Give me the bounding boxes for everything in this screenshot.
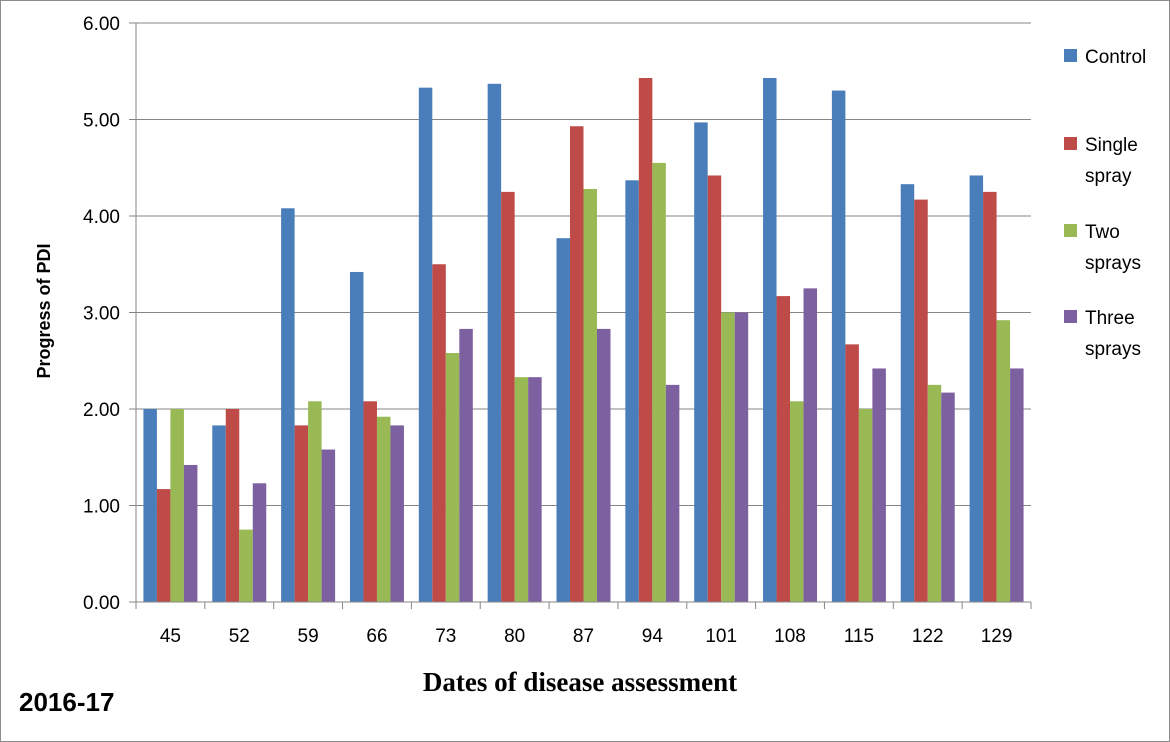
bar bbox=[900, 184, 915, 602]
legend-label-line: sprays bbox=[1085, 339, 1141, 360]
bar bbox=[707, 175, 722, 602]
bar bbox=[831, 90, 846, 603]
legend-label: Two sprays bbox=[1085, 222, 1141, 274]
season-label: 2016-17 bbox=[19, 687, 115, 717]
bar bbox=[487, 83, 502, 603]
bar bbox=[294, 425, 309, 602]
bar bbox=[845, 344, 859, 602]
bar bbox=[721, 312, 735, 602]
y-tick-label: 6.00 bbox=[83, 14, 120, 35]
bar bbox=[694, 122, 708, 603]
bar bbox=[514, 377, 529, 602]
legend-label: Three sprays bbox=[1085, 308, 1141, 360]
y-tick-label: 0.00 bbox=[83, 593, 120, 614]
bar bbox=[996, 320, 1011, 602]
bar bbox=[914, 199, 928, 602]
x-tick-labels: 45 52 59 66 73 80 87 94 101 108 115 122 129 bbox=[160, 626, 1013, 647]
bar bbox=[376, 416, 391, 602]
bar bbox=[170, 409, 184, 602]
x-tick-label: 115 bbox=[844, 626, 874, 647]
legend-label-line: Three bbox=[1085, 308, 1135, 329]
x-axis-title: Dates of disease assessment bbox=[423, 667, 737, 697]
x-tick-label: 87 bbox=[573, 626, 594, 647]
x-tick-label: 45 bbox=[160, 626, 181, 647]
bar bbox=[556, 238, 570, 602]
bar bbox=[418, 87, 433, 602]
bar bbox=[281, 208, 295, 602]
bar bbox=[363, 401, 377, 602]
bar bbox=[969, 175, 984, 602]
legend-label-line: sprays bbox=[1085, 253, 1141, 274]
x-tick-label: 66 bbox=[366, 626, 387, 647]
x-tick-label: 129 bbox=[981, 626, 1013, 647]
legend-swatch bbox=[1064, 310, 1077, 323]
bar bbox=[872, 368, 886, 602]
legend-label-line: Control bbox=[1085, 47, 1146, 68]
y-axis-title: Progress of PDI bbox=[34, 243, 54, 378]
bar bbox=[665, 384, 680, 602]
bar bbox=[501, 191, 515, 602]
bar bbox=[308, 401, 322, 602]
legend-swatch bbox=[1064, 49, 1077, 62]
bar bbox=[734, 312, 749, 602]
bar bbox=[432, 264, 446, 602]
legend-swatch bbox=[1064, 224, 1077, 237]
bar bbox=[858, 409, 873, 602]
y-tick-label: 2.00 bbox=[83, 400, 120, 421]
bar bbox=[776, 296, 791, 602]
bars bbox=[143, 78, 1024, 603]
bar bbox=[597, 328, 611, 602]
bar bbox=[252, 483, 267, 602]
bar bbox=[583, 188, 597, 603]
bar bbox=[790, 401, 804, 602]
bar bbox=[459, 328, 473, 602]
bar bbox=[183, 464, 198, 602]
bar bbox=[625, 180, 639, 603]
bar bbox=[349, 271, 364, 602]
bar bbox=[570, 126, 584, 602]
legend-swatch bbox=[1064, 137, 1077, 150]
x-tick-label: 73 bbox=[435, 626, 456, 647]
x-tick-label: 52 bbox=[229, 626, 250, 647]
legend-label-line: Two bbox=[1085, 222, 1120, 243]
bar bbox=[321, 449, 336, 602]
y-tick-label: 5.00 bbox=[83, 111, 120, 132]
bar bbox=[638, 78, 653, 602]
x-tick-label: 94 bbox=[642, 626, 664, 647]
bar bbox=[941, 392, 955, 602]
x-tick-label: 122 bbox=[912, 626, 944, 647]
bar bbox=[763, 78, 777, 602]
bar bbox=[239, 529, 253, 602]
y-tick-label: 3.00 bbox=[83, 304, 120, 325]
legend-label-line: spray bbox=[1085, 166, 1132, 187]
axes bbox=[129, 22, 1032, 609]
legend: Control Single spray Two sprays Three sprays bbox=[1064, 47, 1146, 360]
bar bbox=[927, 384, 942, 602]
x-tick-label: 108 bbox=[774, 626, 806, 647]
bar bbox=[445, 353, 460, 602]
y-tick-label: 4.00 bbox=[83, 207, 120, 228]
y-tick-labels: 0.00 1.00 2.00 3.00 4.00 5.00 6.00 bbox=[83, 14, 120, 614]
bar bbox=[528, 377, 542, 602]
bar bbox=[1010, 368, 1024, 602]
bar bbox=[212, 425, 226, 602]
bar bbox=[390, 425, 404, 602]
legend-label-line: Single bbox=[1085, 135, 1138, 156]
legend-label: Control bbox=[1085, 47, 1146, 68]
bar bbox=[225, 409, 240, 602]
x-tick-label: 80 bbox=[504, 626, 525, 647]
bar bbox=[983, 191, 997, 602]
legend-label: Single spray bbox=[1085, 135, 1138, 187]
y-tick-label: 1.00 bbox=[83, 497, 120, 518]
x-tick-label: 59 bbox=[298, 626, 319, 647]
bar bbox=[652, 162, 666, 603]
bar bbox=[143, 409, 157, 602]
x-tick-label: 101 bbox=[705, 626, 737, 647]
bar bbox=[803, 288, 818, 602]
bar bbox=[156, 489, 171, 602]
